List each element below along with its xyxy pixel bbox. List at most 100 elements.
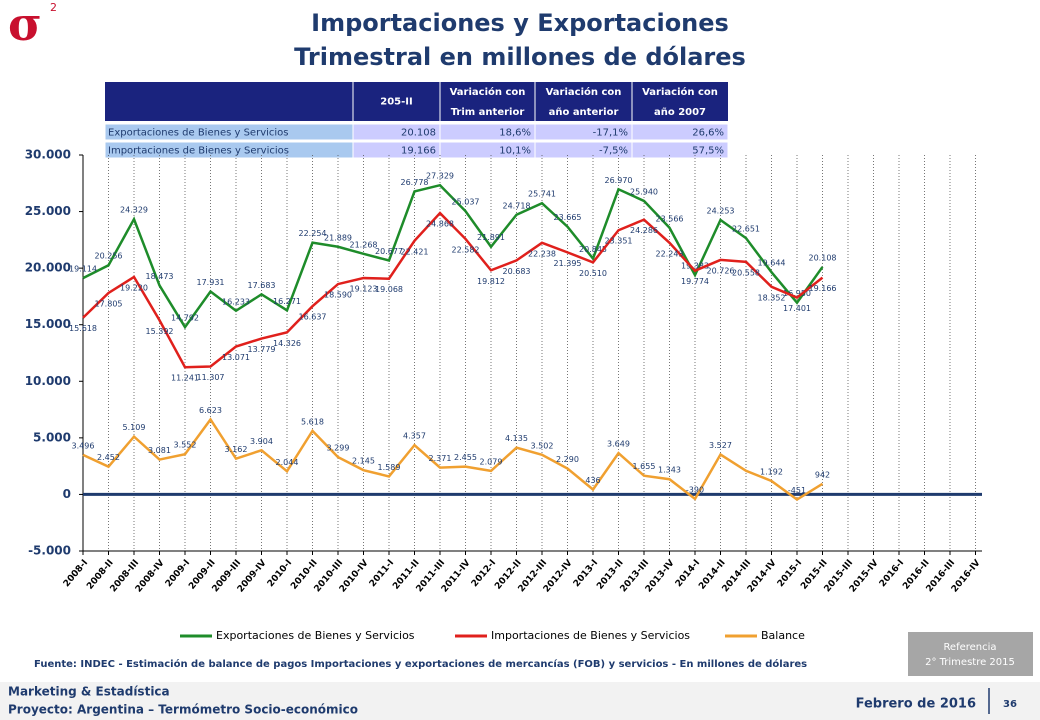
table-cell-text: Exportaciones de Bienes y Servicios xyxy=(108,128,289,139)
data-label: 6.623 xyxy=(199,406,222,415)
data-label: 22.238 xyxy=(528,249,556,258)
table-cell-text: 26,6% xyxy=(692,128,724,139)
data-label: 25.940 xyxy=(630,187,658,196)
logo-sup: 2 xyxy=(50,1,57,14)
data-label: 26.778 xyxy=(401,178,429,187)
data-label: 24.868 xyxy=(426,220,454,229)
data-label: 436 xyxy=(585,476,600,485)
data-label: 20.726 xyxy=(707,266,735,275)
data-label: 20.677 xyxy=(375,247,403,256)
data-label: 11.241 xyxy=(171,374,199,383)
data-label: 22.651 xyxy=(732,225,760,234)
data-label: 25.741 xyxy=(528,190,556,199)
table-cell-text: Importaciones de Bienes y Servicios xyxy=(108,146,289,157)
data-label: 19.166 xyxy=(809,284,837,293)
data-label: 17.931 xyxy=(197,278,225,287)
series-line xyxy=(82,417,824,502)
data-label: 24.329 xyxy=(120,206,148,215)
data-label: 21.891 xyxy=(477,233,505,242)
table-cell-text: 20.108 xyxy=(401,128,436,139)
data-label: 25.037 xyxy=(452,198,480,207)
data-label: 18.590 xyxy=(324,291,352,300)
data-label: 4.135 xyxy=(505,434,528,443)
data-label: 21.889 xyxy=(324,233,352,242)
data-label: 2.455 xyxy=(454,453,477,462)
y-tick-label: 25.000 xyxy=(25,204,71,218)
data-label: 1.192 xyxy=(760,467,783,476)
summary-table: 205-II Variación con Trim anterior Variació… xyxy=(104,82,729,159)
y-tick-label: 10.000 xyxy=(25,374,71,388)
table-header-text: año 2007 xyxy=(654,107,706,118)
data-label: 3.527 xyxy=(709,441,732,450)
data-label: 18.352 xyxy=(758,293,786,302)
data-label: 3.496 xyxy=(72,441,95,450)
data-label: 4.357 xyxy=(403,432,426,441)
data-label: 2.079 xyxy=(480,457,503,466)
data-label: 5.109 xyxy=(123,423,146,432)
data-label: 18.473 xyxy=(146,272,174,281)
series-line xyxy=(82,211,824,369)
table-cell-text: -7,5% xyxy=(599,146,628,157)
data-label: 16.637 xyxy=(299,313,327,322)
data-label: -390 xyxy=(686,485,704,494)
footer-date: Febrero de 2016 xyxy=(856,697,976,712)
data-label: 24.253 xyxy=(707,207,735,216)
data-label: 20.510 xyxy=(579,269,607,278)
table-cell xyxy=(631,123,729,141)
data-label: 3.552 xyxy=(174,441,197,450)
data-label: 16.271 xyxy=(273,297,301,306)
legend-label: Exportaciones de Bienes y Servicios xyxy=(216,629,415,642)
data-label: 23.665 xyxy=(554,213,582,222)
table-header xyxy=(105,82,728,121)
reference: Referencia xyxy=(943,642,996,653)
data-label: 22.421 xyxy=(401,247,429,256)
y-tick-label: 15.000 xyxy=(25,317,71,331)
data-label: 13.071 xyxy=(222,353,250,362)
data-label: 19.123 xyxy=(350,285,378,294)
footer-text: Marketing & Estadística xyxy=(8,685,170,699)
table-cell-text: -17,1% xyxy=(593,128,628,139)
data-label: 19.774 xyxy=(681,277,709,286)
data-label: 13.779 xyxy=(248,345,276,354)
legend-label: Importaciones de Bienes y Servicios xyxy=(491,629,690,642)
y-tick-label: -5.000 xyxy=(28,544,71,558)
table-cell-text: 57,5% xyxy=(692,146,724,157)
data-label: 3.162 xyxy=(225,445,248,454)
data-label: 2.290 xyxy=(556,455,579,464)
data-label: 19.114 xyxy=(69,265,97,274)
data-label: 3.649 xyxy=(607,440,630,449)
data-label: 20.558 xyxy=(732,268,760,277)
page-number: 36 xyxy=(1003,699,1017,710)
data-label: 17.805 xyxy=(95,299,123,308)
data-label: 15.392 xyxy=(146,327,174,336)
reference: 2° Trimestre 2015 xyxy=(925,657,1015,668)
table-header-text: 205-II xyxy=(380,97,412,108)
series-line xyxy=(82,183,824,330)
data-label: 2.145 xyxy=(352,457,375,466)
table-cell-text: 18,6% xyxy=(499,128,531,139)
logo: σ xyxy=(8,0,42,51)
data-label: 15.618 xyxy=(69,324,97,333)
data-label: 2.452 xyxy=(97,453,120,462)
data-label: -451 xyxy=(788,486,806,495)
table-cell-text: 10,1% xyxy=(499,146,531,157)
footer-bar xyxy=(0,682,1040,720)
data-label: 19.220 xyxy=(120,283,148,292)
data-label: 17.683 xyxy=(248,281,276,290)
data-label: 22.243 xyxy=(656,249,684,258)
data-label: 22.254 xyxy=(299,229,327,238)
data-label: 14.326 xyxy=(273,339,301,348)
data-label: 14.792 xyxy=(171,314,199,323)
legend-label: Balance xyxy=(761,629,805,642)
data-label: 5.618 xyxy=(301,417,324,426)
chart: -5.000 0 5.000 10.000 15.000 20.000 25.000 30.0… xyxy=(25,148,983,643)
data-label: 3.299 xyxy=(327,444,350,453)
data-label: 1.589 xyxy=(378,463,401,472)
table-cell xyxy=(631,141,729,159)
data-label: 23.351 xyxy=(605,237,633,246)
table-header-text: Variación con xyxy=(546,86,622,98)
data-label: 24.718 xyxy=(503,201,531,210)
table-header-text: Variación con xyxy=(450,86,526,98)
data-label: 3.502 xyxy=(531,441,554,450)
